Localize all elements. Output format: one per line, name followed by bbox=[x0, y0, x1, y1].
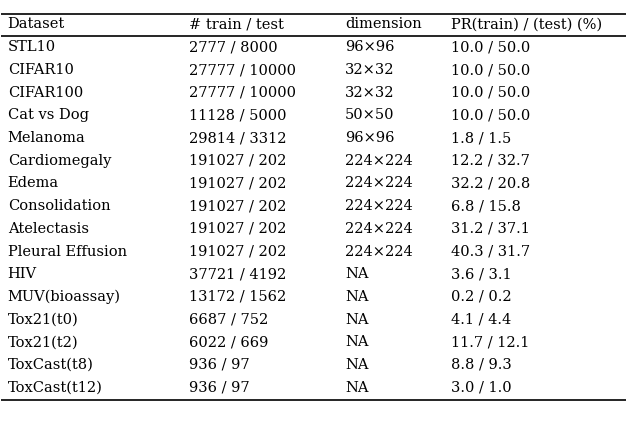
Text: Consolidation: Consolidation bbox=[8, 199, 110, 213]
Text: 37721 / 4192: 37721 / 4192 bbox=[189, 267, 286, 281]
Text: 6022 / 669: 6022 / 669 bbox=[189, 335, 268, 349]
Text: 32×32: 32×32 bbox=[345, 86, 395, 100]
Text: 27777 / 10000: 27777 / 10000 bbox=[189, 63, 296, 77]
Text: 29814 / 3312: 29814 / 3312 bbox=[189, 131, 286, 145]
Text: 224×224: 224×224 bbox=[345, 245, 413, 258]
Text: 10.0 / 50.0: 10.0 / 50.0 bbox=[451, 109, 531, 123]
Text: 224×224: 224×224 bbox=[345, 176, 413, 190]
Text: 6687 / 752: 6687 / 752 bbox=[189, 312, 268, 327]
Text: 224×224: 224×224 bbox=[345, 222, 413, 236]
Text: 40.3 / 31.7: 40.3 / 31.7 bbox=[451, 245, 531, 258]
Text: Cat vs Dog: Cat vs Dog bbox=[8, 109, 88, 123]
Text: 10.0 / 50.0: 10.0 / 50.0 bbox=[451, 86, 531, 100]
Text: Tox21(t2): Tox21(t2) bbox=[8, 335, 78, 349]
Text: 11.7 / 12.1: 11.7 / 12.1 bbox=[451, 335, 530, 349]
Text: NA: NA bbox=[345, 267, 369, 281]
Text: NA: NA bbox=[345, 312, 369, 327]
Text: 11128 / 5000: 11128 / 5000 bbox=[189, 109, 286, 123]
Text: 32×32: 32×32 bbox=[345, 63, 395, 77]
Text: 27777 / 10000: 27777 / 10000 bbox=[189, 86, 296, 100]
Text: CIFAR100: CIFAR100 bbox=[8, 86, 83, 100]
Text: 936 / 97: 936 / 97 bbox=[189, 358, 250, 372]
Text: 3.0 / 1.0: 3.0 / 1.0 bbox=[451, 381, 512, 394]
Text: 191027 / 202: 191027 / 202 bbox=[189, 154, 286, 168]
Text: 936 / 97: 936 / 97 bbox=[189, 381, 250, 394]
Text: Cardiomegaly: Cardiomegaly bbox=[8, 154, 111, 168]
Text: ToxCast(t8): ToxCast(t8) bbox=[8, 358, 93, 372]
Text: PR(train) / (test) (%): PR(train) / (test) (%) bbox=[451, 17, 602, 31]
Text: 32.2 / 20.8: 32.2 / 20.8 bbox=[451, 176, 531, 190]
Text: 50×50: 50×50 bbox=[345, 109, 395, 123]
Text: CIFAR10: CIFAR10 bbox=[8, 63, 74, 77]
Text: 191027 / 202: 191027 / 202 bbox=[189, 199, 286, 213]
Text: 191027 / 202: 191027 / 202 bbox=[189, 245, 286, 258]
Text: Atelectasis: Atelectasis bbox=[8, 222, 88, 236]
Text: 191027 / 202: 191027 / 202 bbox=[189, 176, 286, 190]
Text: 2777 / 8000: 2777 / 8000 bbox=[189, 40, 278, 54]
Text: 6.8 / 15.8: 6.8 / 15.8 bbox=[451, 199, 521, 213]
Text: NA: NA bbox=[345, 381, 369, 394]
Text: dimension: dimension bbox=[345, 17, 422, 31]
Text: 0.2 / 0.2: 0.2 / 0.2 bbox=[451, 290, 512, 304]
Text: NA: NA bbox=[345, 358, 369, 372]
Text: 8.8 / 9.3: 8.8 / 9.3 bbox=[451, 358, 512, 372]
Text: MUV(bioassay): MUV(bioassay) bbox=[8, 290, 120, 304]
Text: 191027 / 202: 191027 / 202 bbox=[189, 222, 286, 236]
Text: HIV: HIV bbox=[8, 267, 36, 281]
Text: Dataset: Dataset bbox=[8, 17, 65, 31]
Text: 31.2 / 37.1: 31.2 / 37.1 bbox=[451, 222, 531, 236]
Text: 10.0 / 50.0: 10.0 / 50.0 bbox=[451, 63, 531, 77]
Text: 1.8 / 1.5: 1.8 / 1.5 bbox=[451, 131, 511, 145]
Text: Pleural Effusion: Pleural Effusion bbox=[8, 245, 127, 258]
Text: 224×224: 224×224 bbox=[345, 199, 413, 213]
Text: Edema: Edema bbox=[8, 176, 59, 190]
Text: NA: NA bbox=[345, 290, 369, 304]
Text: ToxCast(t12): ToxCast(t12) bbox=[8, 381, 102, 394]
Text: 10.0 / 50.0: 10.0 / 50.0 bbox=[451, 40, 531, 54]
Text: 13172 / 1562: 13172 / 1562 bbox=[189, 290, 286, 304]
Text: 224×224: 224×224 bbox=[345, 154, 413, 168]
Text: 4.1 / 4.4: 4.1 / 4.4 bbox=[451, 312, 511, 327]
Text: 12.2 / 32.7: 12.2 / 32.7 bbox=[451, 154, 531, 168]
Text: 96×96: 96×96 bbox=[345, 40, 395, 54]
Text: # train / test: # train / test bbox=[189, 17, 284, 31]
Text: 3.6 / 3.1: 3.6 / 3.1 bbox=[451, 267, 512, 281]
Text: STL10: STL10 bbox=[8, 40, 56, 54]
Text: Melanoma: Melanoma bbox=[8, 131, 85, 145]
Text: 96×96: 96×96 bbox=[345, 131, 395, 145]
Text: Tox21(t0): Tox21(t0) bbox=[8, 312, 78, 327]
Text: NA: NA bbox=[345, 335, 369, 349]
